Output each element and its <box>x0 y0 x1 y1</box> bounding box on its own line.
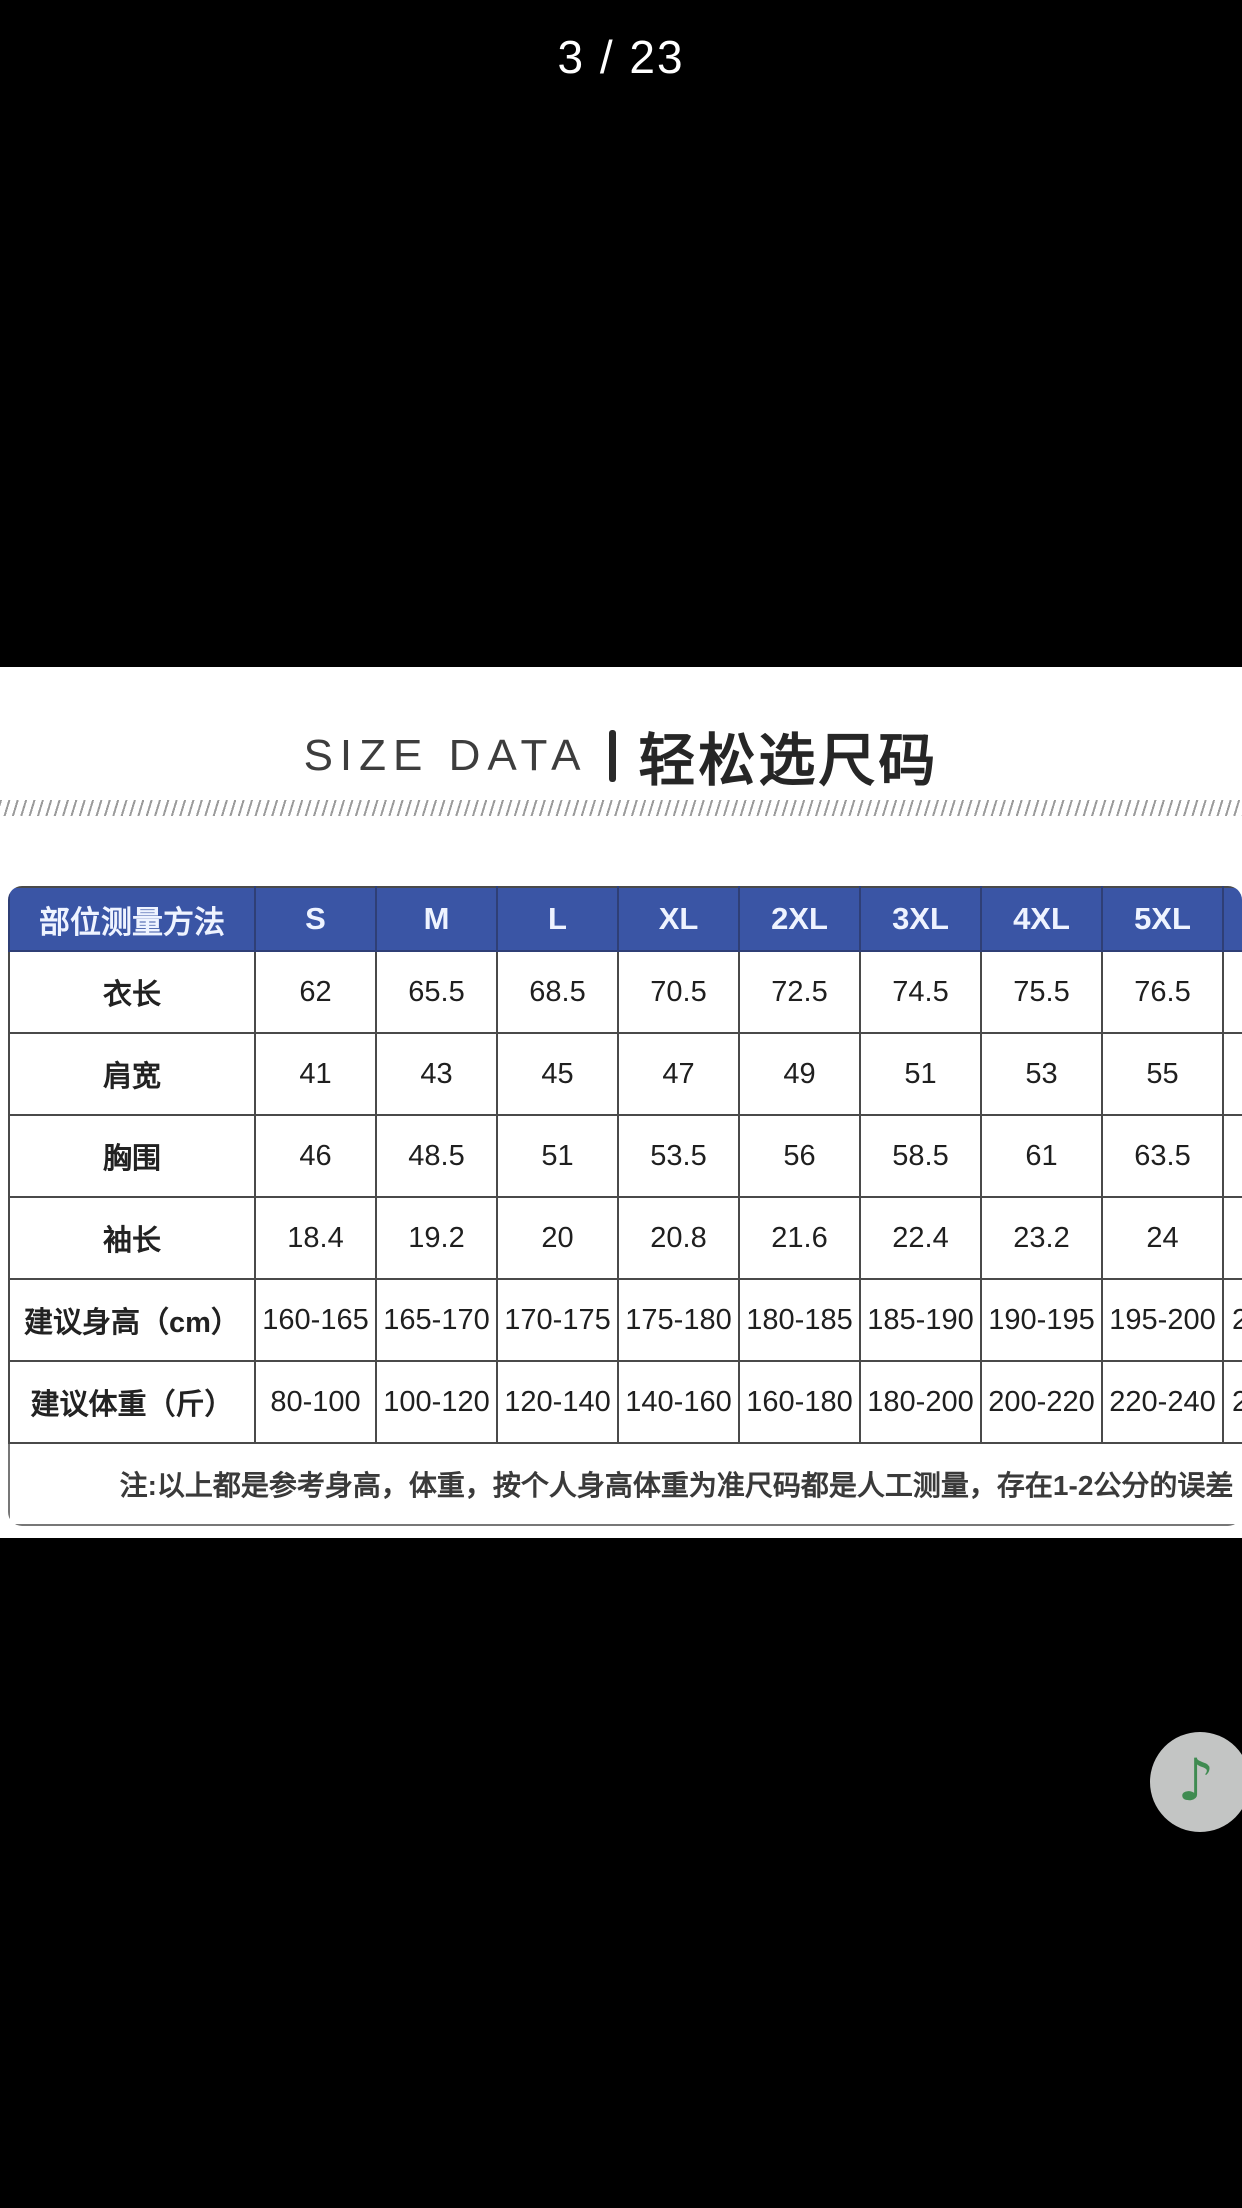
size-cell: 63.5 <box>1101 1114 1224 1198</box>
size-cell: 61 <box>980 1114 1103 1198</box>
size-cell: 160-165 <box>254 1278 377 1362</box>
size-cell: 65.5 <box>375 950 498 1034</box>
size-cell: 46 <box>254 1114 377 1198</box>
column-header: M <box>375 886 498 952</box>
size-cell: 24 <box>1101 1196 1224 1280</box>
size-cell: 175-180 <box>617 1278 740 1362</box>
size-cell: 51 <box>496 1114 619 1198</box>
row-label: 衣长 <box>8 950 256 1034</box>
size-cell: 49 <box>738 1032 861 1116</box>
size-cell: 18.4 <box>254 1196 377 1280</box>
size-cell: 45 <box>496 1032 619 1116</box>
column-header: 3XL <box>859 886 982 952</box>
size-cell: 51 <box>859 1032 982 1116</box>
size-cell: 160-180 <box>738 1360 861 1444</box>
size-table: 部位测量方法 S M L XL 2XL 3XL 4XL 5XL 衣长 62 65.5 68.5 70.5… <box>8 886 1242 1526</box>
size-cell: 185-190 <box>859 1278 982 1362</box>
size-cell: 120-140 <box>496 1360 619 1444</box>
table-row: 衣长 62 65.5 68.5 70.5 72.5 74.5 75.5 76.5 <box>8 950 1242 1034</box>
hatch-divider <box>0 800 1242 816</box>
row-label: 胸围 <box>8 1114 256 1198</box>
size-cell: 56 <box>738 1114 861 1198</box>
column-header: 部位测量方法 <box>8 886 256 952</box>
size-cell: 43 <box>375 1032 498 1116</box>
size-cell: 22.4 <box>859 1196 982 1280</box>
column-header: XL <box>617 886 740 952</box>
size-cell: 48.5 <box>375 1114 498 1198</box>
size-cell: 58.5 <box>859 1114 982 1198</box>
size-cell: 74.5 <box>859 950 982 1034</box>
column-header <box>1222 886 1242 952</box>
size-chart-image: SIZE DATA 轻松选尺码 部位测量方法 S M L XL 2XL 3XL 4XL 5XL … <box>0 667 1242 1538</box>
size-cell: 24 <box>1222 1360 1242 1444</box>
size-cell: 20.8 <box>617 1196 740 1280</box>
row-label: 肩宽 <box>8 1032 256 1116</box>
table-note: 注:以上都是参考身高，体重，按个人身高体重为准尺码都是人工测量，存在1-2公分的… <box>8 1442 1242 1526</box>
size-cell <box>1222 1114 1242 1198</box>
size-cell: 76.5 <box>1101 950 1224 1034</box>
size-cell: 53 <box>980 1032 1103 1116</box>
size-cell: 180-185 <box>738 1278 861 1362</box>
size-cell: 195-200 <box>1101 1278 1224 1362</box>
size-cell: 62 <box>254 950 377 1034</box>
header-row: 部位测量方法 S M L XL 2XL 3XL 4XL 5XL <box>8 886 1242 952</box>
title-divider <box>609 730 617 782</box>
size-cell: 21.6 <box>738 1196 861 1280</box>
section-title-zh: 轻松选尺码 <box>638 729 939 793</box>
row-label: 建议体重（斤） <box>8 1360 256 1444</box>
size-cell: 55 <box>1101 1032 1224 1116</box>
column-header: 4XL <box>980 886 1103 952</box>
size-cell: 75.5 <box>980 950 1103 1034</box>
table-row: 建议体重（斤） 80-100 100-120 120-140 140-160 160-18… <box>8 1360 1242 1444</box>
size-cell: 53.5 <box>617 1114 740 1198</box>
size-cell: 70.5 <box>617 950 740 1034</box>
size-cell: 47 <box>617 1032 740 1116</box>
column-header: S <box>254 886 377 952</box>
size-cell <box>1222 1032 1242 1116</box>
note-row: 注:以上都是参考身高，体重，按个人身高体重为准尺码都是人工测量，存在1-2公分的… <box>8 1442 1242 1526</box>
size-cell: 140-160 <box>617 1360 740 1444</box>
size-cell: 180-200 <box>859 1360 982 1444</box>
size-cell <box>1222 950 1242 1034</box>
size-cell: 68.5 <box>496 950 619 1034</box>
size-cell: 20 <box>1222 1278 1242 1362</box>
size-cell: 170-175 <box>496 1278 619 1362</box>
size-cell: 72.5 <box>738 950 861 1034</box>
table-row: 胸围 46 48.5 51 53.5 56 58.5 61 63.5 <box>8 1114 1242 1198</box>
size-table-header: 部位测量方法 S M L XL 2XL 3XL 4XL 5XL <box>8 886 1242 952</box>
column-header: 2XL <box>738 886 861 952</box>
table-row: 建议身高（cm） 160-165 165-170 170-175 175-180 180-… <box>8 1278 1242 1362</box>
table-row: 肩宽 41 43 45 47 49 51 53 55 <box>8 1032 1242 1116</box>
size-cell: 220-240 <box>1101 1360 1224 1444</box>
table-row: 袖长 18.4 19.2 20 20.8 21.6 22.4 23.2 24 <box>8 1196 1242 1280</box>
size-cell: 200-220 <box>980 1360 1103 1444</box>
row-label: 袖长 <box>8 1196 256 1280</box>
column-header: 5XL <box>1101 886 1224 952</box>
size-table-body: 衣长 62 65.5 68.5 70.5 72.5 74.5 75.5 76.5 肩宽 41 43 45… <box>8 950 1242 1526</box>
row-label: 建议身高（cm） <box>8 1278 256 1362</box>
column-header: L <box>496 886 619 952</box>
size-cell: 23.2 <box>980 1196 1103 1280</box>
section-title: SIZE DATA 轻松选尺码 <box>0 715 1242 797</box>
carousel-page-indicator: 3 / 23 <box>557 31 685 83</box>
music-toggle-button[interactable]: ♪ <box>1150 1732 1242 1832</box>
music-note-icon: ♪ <box>1177 1746 1215 1814</box>
size-cell <box>1222 1196 1242 1280</box>
size-cell: 41 <box>254 1032 377 1116</box>
size-table-wrap: 部位测量方法 S M L XL 2XL 3XL 4XL 5XL 衣长 62 65.5 68.5 70.5… <box>8 886 1242 1526</box>
size-cell: 165-170 <box>375 1278 498 1362</box>
size-cell: 20 <box>496 1196 619 1280</box>
size-cell: 190-195 <box>980 1278 1103 1362</box>
size-cell: 100-120 <box>375 1360 498 1444</box>
section-title-en: SIZE DATA <box>303 731 588 780</box>
size-cell: 19.2 <box>375 1196 498 1280</box>
size-cell: 80-100 <box>254 1360 377 1444</box>
